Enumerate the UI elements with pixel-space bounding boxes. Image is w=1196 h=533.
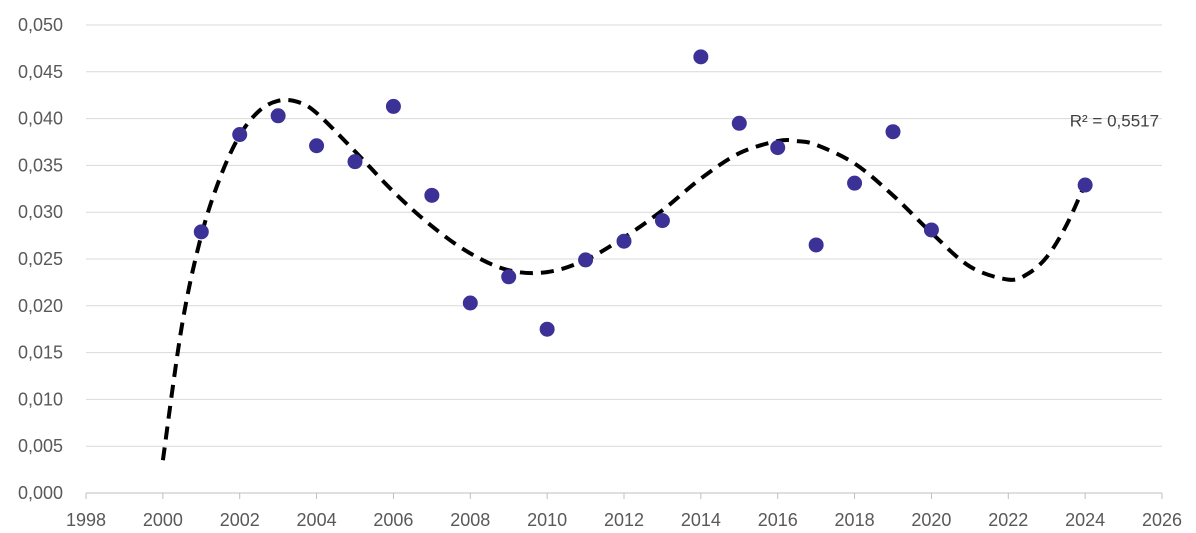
x-tick-label: 2018: [835, 510, 875, 530]
y-tick-label: 0,010: [18, 389, 63, 409]
data-points: [193, 49, 1093, 337]
y-tick-label: 0,020: [18, 296, 63, 316]
data-point: [808, 237, 824, 253]
x-tick-label: 2012: [604, 510, 644, 530]
data-point: [424, 187, 440, 203]
y-tick-label: 0,000: [18, 483, 63, 503]
annotations: R² = 0,5517: [1070, 111, 1159, 130]
data-point: [193, 224, 209, 240]
data-point: [270, 108, 286, 124]
x-tick-label: 2024: [1065, 510, 1105, 530]
data-point: [654, 213, 670, 229]
x-tick-label: 1998: [66, 510, 106, 530]
y-tick-label: 0,025: [18, 249, 63, 269]
x-tick-label: 2020: [911, 510, 951, 530]
x-axis: [85, 492, 1163, 499]
y-tick-label: 0,040: [18, 109, 63, 129]
y-tick-label: 0,005: [18, 436, 63, 456]
x-tick-label: 2016: [758, 510, 798, 530]
x-tick-label: 2002: [220, 510, 260, 530]
y-tick-label: 0,015: [18, 343, 63, 363]
r-squared-label: R² = 0,5517: [1070, 111, 1159, 130]
y-tick-label: 0,045: [18, 62, 63, 82]
y-tick-label: 0,050: [18, 15, 63, 35]
data-point: [923, 222, 939, 238]
y-tick-label: 0,030: [18, 202, 63, 222]
x-tick-label: 2000: [143, 510, 183, 530]
data-point: [693, 49, 709, 65]
data-point: [309, 138, 325, 154]
data-point: [885, 124, 901, 140]
data-point: [1077, 177, 1093, 193]
x-axis-ticks: 1998 2000 2002 2004 2006 2008 2010 2012 2014 2016…: [66, 510, 1182, 530]
y-tick-label: 0,035: [18, 155, 63, 175]
x-tick-label: 2014: [681, 510, 721, 530]
y-axis-ticks: 0,000 0,005 0,010 0,015 0,020 0,025 0,030 0,035…: [18, 15, 63, 503]
data-point: [232, 127, 248, 143]
data-point: [347, 154, 363, 170]
x-tick-label: 2010: [527, 510, 567, 530]
x-tick-label: 2004: [297, 510, 337, 530]
data-point: [731, 115, 747, 131]
trendline: [160, 97, 1087, 461]
data-point: [616, 233, 632, 249]
polynomial-trendline: [160, 97, 1087, 461]
x-tick-label: 2008: [450, 510, 490, 530]
data-point: [462, 295, 478, 311]
x-tick-label: 2026: [1142, 510, 1182, 530]
x-tick-label: 2006: [373, 510, 413, 530]
data-point: [770, 140, 786, 156]
data-point: [539, 321, 555, 337]
data-point: [385, 98, 401, 114]
data-point: [501, 269, 517, 285]
data-point: [578, 252, 594, 268]
x-tick-label: 2022: [988, 510, 1028, 530]
data-point: [847, 175, 863, 191]
gridlines: [86, 24, 1162, 447]
